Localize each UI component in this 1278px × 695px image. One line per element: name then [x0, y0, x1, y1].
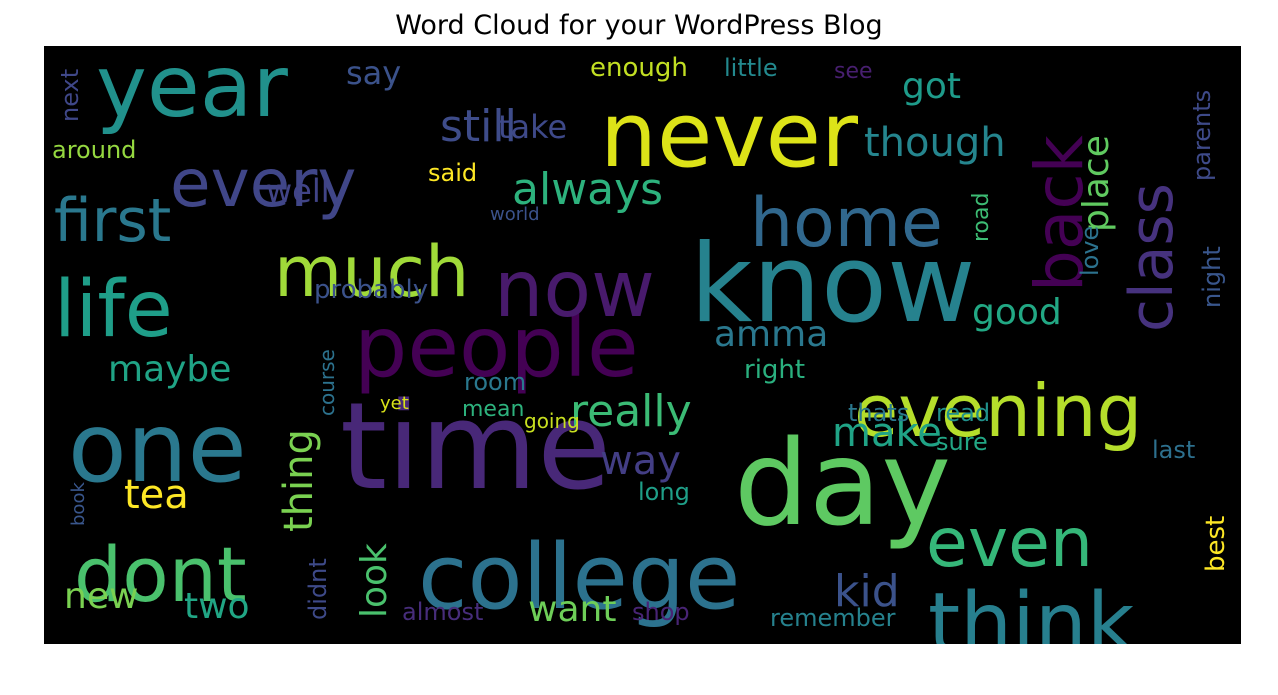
- word-dont: dont: [74, 530, 247, 619]
- word-always: always: [512, 164, 663, 215]
- word-best: best: [1201, 516, 1231, 572]
- word-course: course: [315, 349, 339, 416]
- word-read: read: [936, 399, 990, 427]
- word-first: first: [54, 186, 171, 256]
- word-got: got: [902, 66, 961, 107]
- word-well: well: [266, 172, 330, 210]
- word-cloud-canvas: time day know college one never people year now l…: [44, 46, 1241, 644]
- word-back: back: [1021, 134, 1098, 292]
- word-evening: evening: [854, 369, 1142, 453]
- word-day: day: [734, 414, 951, 552]
- word-shop: shop: [632, 598, 690, 626]
- word-want: want: [528, 589, 616, 630]
- word-going: going: [524, 409, 580, 433]
- word-said: said: [428, 159, 477, 187]
- word-really: really: [570, 386, 692, 437]
- chart-title: Word Cloud for your WordPress Blog: [395, 10, 883, 41]
- word-cloud-svg: time day know college one never people year now l…: [52, 46, 1231, 644]
- word-kid: kid: [834, 566, 900, 617]
- word-know: know: [690, 222, 975, 347]
- word-love: love: [1076, 226, 1104, 276]
- word-right: right: [744, 355, 805, 385]
- word-take: take: [498, 108, 567, 146]
- word-probably: probably: [314, 275, 428, 305]
- word-way: way: [600, 438, 681, 484]
- word-enough: enough: [590, 53, 688, 83]
- word-good: good: [972, 292, 1062, 333]
- word-last: last: [1152, 436, 1195, 464]
- word-say: say: [346, 54, 401, 92]
- word-long: long: [638, 478, 690, 506]
- word-class: class: [1117, 183, 1187, 332]
- word-road: road: [969, 193, 994, 242]
- word-maybe: maybe: [108, 349, 231, 390]
- word-next: next: [56, 69, 84, 122]
- word-room: room: [464, 368, 526, 396]
- word-still: still: [440, 101, 517, 152]
- word-amma: amma: [714, 314, 828, 355]
- word-mean: mean: [462, 397, 524, 422]
- word-parents: parents: [1188, 90, 1216, 181]
- word-never: never: [600, 83, 858, 188]
- word-home: home: [750, 184, 943, 263]
- word-yet: yet: [380, 393, 409, 414]
- word-remember: remember: [770, 604, 896, 632]
- word-thing: thing: [276, 429, 322, 532]
- word-didnt: didnt: [304, 558, 332, 620]
- word-new: new: [64, 576, 138, 617]
- word-almost: almost: [402, 598, 483, 626]
- word-sure: sure: [936, 428, 988, 456]
- word-little: little: [724, 54, 778, 82]
- word-year: year: [96, 46, 289, 137]
- word-make: make: [832, 410, 942, 456]
- word-though: though: [864, 120, 1006, 166]
- word-people: people: [354, 298, 639, 396]
- word-book: book: [68, 482, 89, 526]
- word-college: college: [418, 525, 740, 630]
- word-life: life: [54, 265, 173, 355]
- word-every: every: [170, 145, 356, 222]
- word-tea: tea: [124, 472, 189, 518]
- word-look: look: [354, 543, 395, 618]
- word-time: time: [340, 378, 611, 517]
- word-night: night: [1198, 246, 1226, 308]
- word-one: one: [68, 392, 247, 504]
- word-two: two: [184, 586, 250, 627]
- word-around: around: [52, 136, 136, 164]
- word-now: now: [494, 245, 655, 335]
- word-much: much: [274, 231, 469, 313]
- word-thats: thats: [848, 399, 909, 427]
- word-see: see: [834, 59, 873, 84]
- word-think: think: [928, 576, 1135, 644]
- word-world: world: [490, 204, 540, 225]
- word-even: even: [926, 504, 1093, 583]
- word-place: place: [1076, 135, 1117, 232]
